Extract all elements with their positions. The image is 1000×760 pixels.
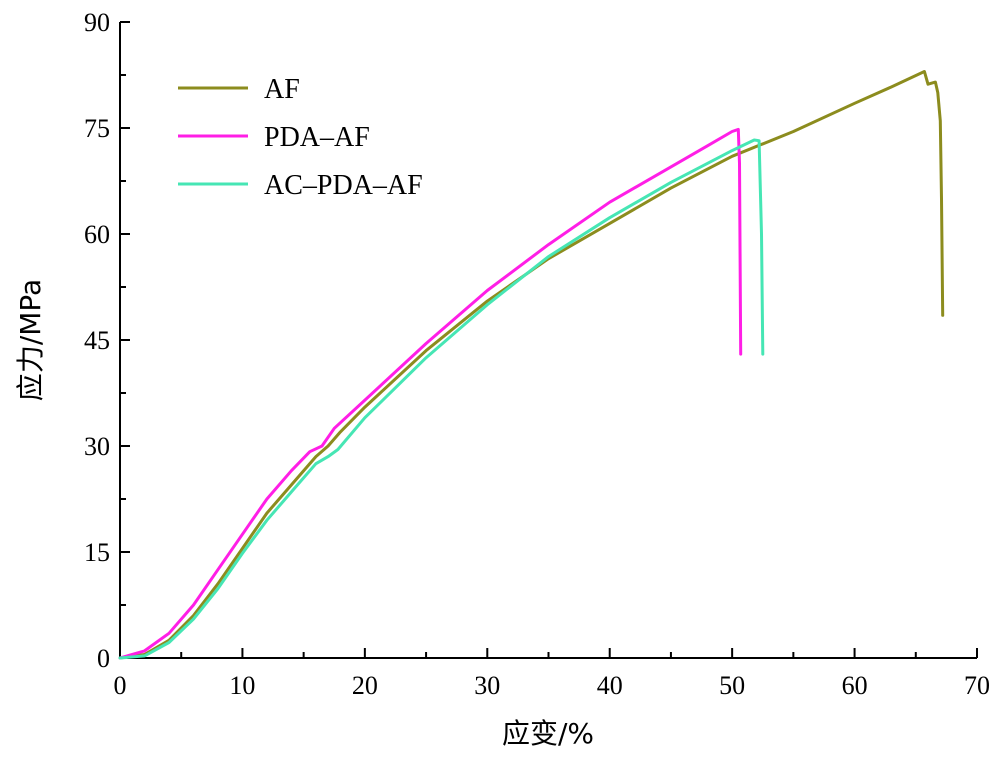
x-tick-label: 0 [114, 671, 127, 700]
x-axis-title: 应变/% [502, 717, 594, 750]
x-tick-label: 20 [352, 671, 378, 700]
x-tick-label: 40 [597, 671, 623, 700]
series-line-0 [118, 70, 945, 660]
x-tick-label: 60 [842, 671, 868, 700]
y-tick-label: 60 [84, 220, 110, 249]
y-tick-label: 15 [84, 538, 110, 567]
axes [119, 22, 977, 659]
series-line-1 [118, 127, 743, 660]
series-layer [118, 70, 945, 660]
y-tick-label: 45 [84, 326, 110, 355]
y-tick-label: 30 [84, 432, 110, 461]
y-tick-label: 90 [84, 8, 110, 37]
y-tick-label: 0 [97, 644, 110, 673]
legend: AF PDA–AF AC–PDA–AF [178, 74, 423, 201]
x-ticks: 0 10 20 30 40 50 60 70 [114, 648, 990, 700]
y-axis-title: 应力/MPa [14, 279, 47, 401]
x-tick-label: 10 [229, 671, 255, 700]
legend-label-0: AF [264, 74, 300, 105]
x-tick-label: 50 [719, 671, 745, 700]
series-line-2 [118, 138, 765, 660]
x-tick-label: 30 [474, 671, 500, 700]
y-tick-label: 75 [84, 114, 110, 143]
legend-label-1: PDA–AF [264, 122, 370, 153]
legend-label-2: AC–PDA–AF [264, 170, 423, 201]
y-ticks: 0 15 30 45 60 75 90 [84, 8, 130, 673]
x-tick-label: 70 [964, 671, 990, 700]
